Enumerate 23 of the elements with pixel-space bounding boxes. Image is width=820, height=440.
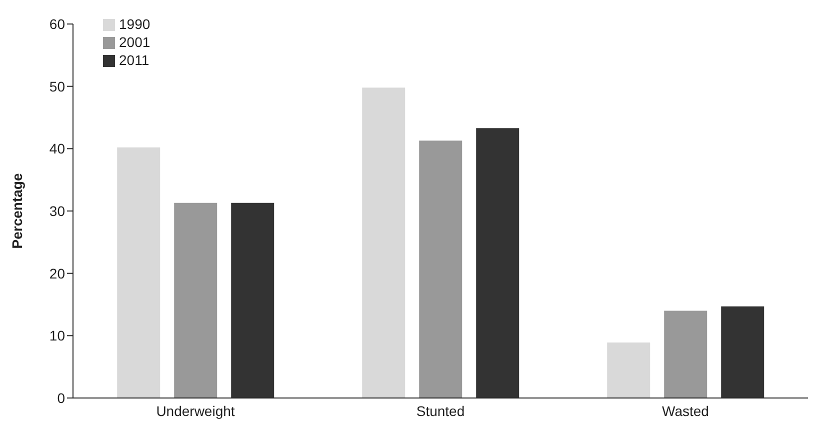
legend-label: 2001 bbox=[119, 34, 150, 50]
y-axis-title: Percentage bbox=[8, 173, 25, 249]
bar bbox=[721, 306, 764, 398]
y-tick-label: 30 bbox=[49, 202, 66, 219]
y-tick-label: 10 bbox=[49, 328, 66, 344]
bar bbox=[231, 202, 274, 398]
y-tick-label: 40 bbox=[49, 140, 66, 157]
y-tick-label: 60 bbox=[49, 16, 66, 32]
y-tick-label: 50 bbox=[49, 78, 66, 94]
y-tick-label: 20 bbox=[49, 265, 66, 282]
bar bbox=[174, 202, 218, 398]
bar bbox=[419, 140, 462, 398]
bar bbox=[664, 310, 708, 398]
bar bbox=[476, 128, 520, 398]
bar bbox=[117, 147, 160, 398]
bar bbox=[607, 342, 650, 398]
x-tick-label: Wasted bbox=[662, 402, 709, 419]
legend-label: 2011 bbox=[119, 52, 150, 68]
y-tick-label: 0 bbox=[57, 390, 66, 406]
x-tick-label: Underweight bbox=[156, 402, 235, 419]
bar bbox=[362, 88, 406, 398]
legend-label: 1990 bbox=[119, 16, 150, 32]
x-tick-label: Stunted bbox=[416, 402, 465, 419]
